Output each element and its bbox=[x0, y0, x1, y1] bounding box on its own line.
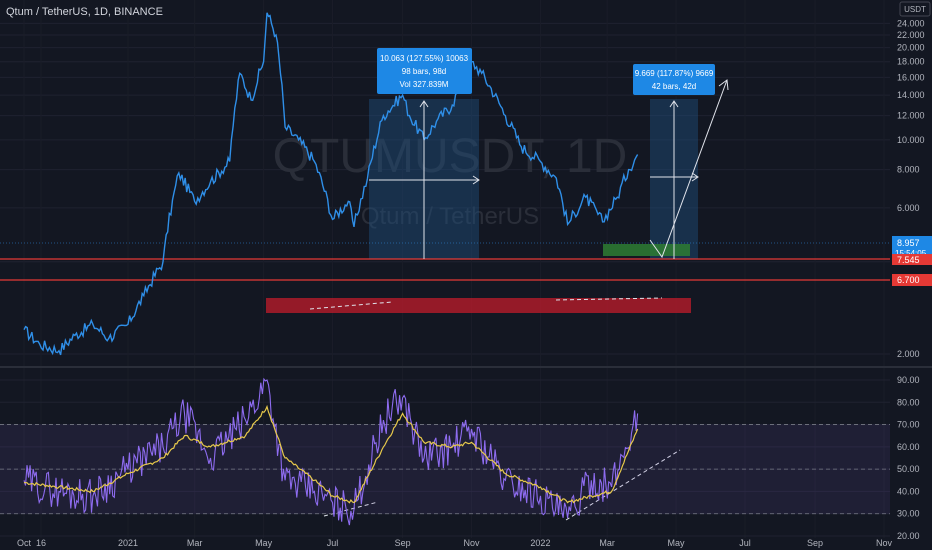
price-tick-label: 16.000 bbox=[897, 72, 925, 82]
rsi-tick-label: 90.00 bbox=[897, 375, 920, 385]
rsi-tick-label: 50.00 bbox=[897, 464, 920, 474]
level-badge-7545: 7.545 bbox=[892, 254, 932, 265]
time-tick-label: 2022 bbox=[530, 538, 550, 548]
time-tick-label: Mar bbox=[599, 538, 615, 548]
currency-badge[interactable]: USDT bbox=[899, 1, 931, 17]
rsi-ma-line[interactable] bbox=[23, 404, 639, 504]
last-price-countdown: 15:54:05 bbox=[895, 249, 927, 258]
time-tick-label: 2021 bbox=[118, 538, 138, 548]
price-pane-grid bbox=[0, 22, 890, 355]
currency-label: USDT bbox=[904, 5, 926, 14]
level-badge-7545-text: 7.545 bbox=[897, 255, 920, 265]
price-tick-label: 10.000 bbox=[897, 135, 925, 145]
price-tick-label: 24.000 bbox=[897, 18, 925, 28]
time-tick-label: Nov bbox=[876, 538, 893, 548]
price-axis[interactable]: 2.0004.0006.0008.00010.00012.00014.00016… bbox=[897, 18, 925, 359]
measure-label-1-line-1: 10.063 (127.55%) 10063 bbox=[380, 54, 469, 63]
level-badge-6700-text: 6.700 bbox=[897, 275, 920, 285]
measure-label-2-line-1: 9.669 (117.87%) 9669 bbox=[635, 69, 714, 78]
time-tick-label: 16 bbox=[36, 538, 46, 548]
last-price-value: 8.957 bbox=[897, 238, 920, 248]
time-tick-label: May bbox=[668, 538, 686, 548]
price-tick-label: 8.000 bbox=[897, 165, 920, 175]
rsi-tick-label: 80.00 bbox=[897, 397, 920, 407]
measure-label-1-line-3: Vol 327.839M bbox=[400, 80, 449, 89]
watermark-symbol: QTUMUSDT, 1D bbox=[273, 130, 628, 183]
time-tick-label: Jul bbox=[327, 538, 339, 548]
price-tick-label: 6.000 bbox=[897, 203, 920, 213]
price-tick-label: 14.000 bbox=[897, 90, 925, 100]
time-tick-label: Sep bbox=[807, 538, 823, 548]
measure-label-2-line-2: 42 bars, 42d bbox=[652, 82, 696, 91]
price-tick-label: 12.000 bbox=[897, 111, 925, 121]
time-tick-label: May bbox=[255, 538, 273, 548]
rsi-band-lines bbox=[0, 424, 890, 515]
rsi-tick-label: 40.00 bbox=[897, 486, 920, 496]
rsi-tick-label: 60.00 bbox=[897, 442, 920, 452]
rsi-tick-label: 20.00 bbox=[897, 531, 920, 541]
measure-label-1[interactable]: 10.063 (127.55%) 10063 98 bars, 98d Vol … bbox=[377, 48, 472, 94]
price-tick-label: 18.000 bbox=[897, 57, 925, 67]
measure-arrows bbox=[369, 79, 729, 259]
time-tick-label: Sep bbox=[395, 538, 411, 548]
time-tick-label: Nov bbox=[464, 538, 481, 548]
time-axis[interactable]: Oct 16 2021 Mar May Jul Sep Nov 2022 Mar May Jul Sep… bbox=[17, 538, 893, 548]
rsi-axis[interactable]: 20.00 30.00 40.00 50.00 60.00 70.00 80.00 90.00 bbox=[897, 375, 920, 541]
rsi-tick-label: 70.00 bbox=[897, 420, 920, 430]
price-tick-label: 20.000 bbox=[897, 43, 925, 53]
level-badge-6700: 6.700 bbox=[892, 274, 932, 286]
rsi-series-line[interactable] bbox=[23, 377, 639, 526]
time-tick-label: Mar bbox=[187, 538, 203, 548]
support-zone[interactable] bbox=[266, 298, 691, 313]
measure-label-1-line-2: 98 bars, 98d bbox=[402, 67, 446, 76]
watermark-name: Qtum / TetherUS bbox=[361, 203, 539, 230]
target-zone[interactable] bbox=[603, 244, 690, 256]
time-tick-label: Jul bbox=[739, 538, 751, 548]
price-tick-label: 22.000 bbox=[897, 30, 925, 40]
price-series-line[interactable] bbox=[23, 12, 639, 356]
price-tick-label: 2.000 bbox=[897, 349, 920, 359]
time-tick-label: Oct bbox=[17, 538, 32, 548]
chart-title: Qtum / TetherUS, 1D, BINANCE bbox=[6, 6, 163, 18]
rsi-tick-label: 30.00 bbox=[897, 509, 920, 519]
measure-label-2[interactable]: 9.669 (117.87%) 9669 42 bars, 42d bbox=[633, 64, 715, 95]
